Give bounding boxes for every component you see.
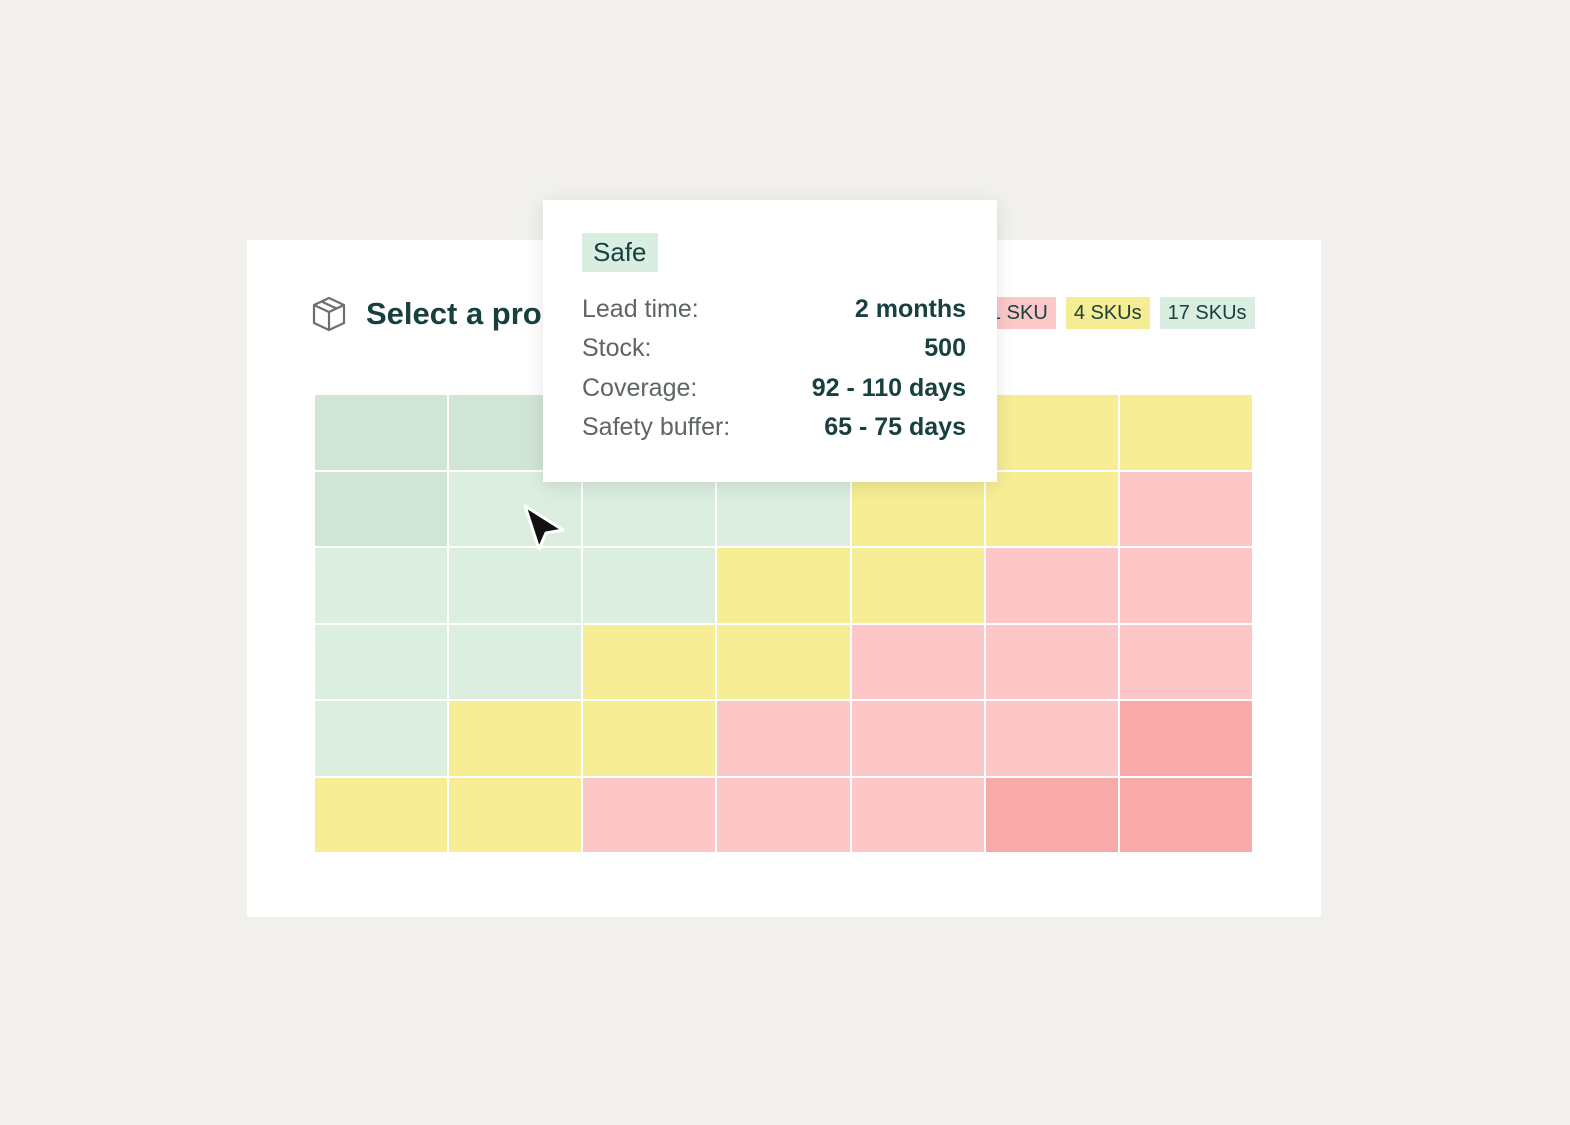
- tooltip-value: 2 months: [854, 295, 966, 323]
- heatmap-cell[interactable]: [1119, 701, 1252, 776]
- heatmap-cell[interactable]: [449, 777, 582, 852]
- mouse-pointer-icon: [520, 503, 568, 559]
- heatmap-cell[interactable]: [315, 548, 448, 623]
- heatmap-cell[interactable]: [1119, 777, 1252, 852]
- heatmap-cell[interactable]: [315, 624, 448, 699]
- heatmap-cell[interactable]: [1119, 624, 1252, 699]
- heatmap-cell[interactable]: [717, 471, 850, 546]
- page-title: Select a proc: [366, 296, 559, 331]
- cell-tooltip: Safe Lead time: 2 months Stock: 500 Cove…: [543, 200, 997, 482]
- legend-badge-4-skus: 4 SKUs: [1065, 297, 1150, 329]
- heatmap-cell[interactable]: [851, 548, 984, 623]
- tooltip-row-coverage: Coverage: 92 - 110 days: [582, 373, 966, 403]
- tooltip-value: 92 - 110 days: [811, 374, 966, 402]
- card-header: Select a proc: [310, 294, 559, 334]
- tooltip-row-lead-time: Lead time: 2 months: [582, 294, 966, 324]
- tooltip-value: 500: [924, 334, 966, 362]
- heatmap-cell[interactable]: [449, 548, 582, 623]
- tooltip-label: Coverage:: [582, 374, 698, 402]
- heatmap-cell[interactable]: [851, 624, 984, 699]
- heatmap-cell[interactable]: [717, 777, 850, 852]
- legend: 1 SKU 4 SKUs 17 SKUs: [982, 297, 1255, 329]
- heatmap-cell[interactable]: [315, 777, 448, 852]
- heatmap-cell[interactable]: [985, 471, 1118, 546]
- heatmap-cell[interactable]: [717, 624, 850, 699]
- heatmap-cell[interactable]: [717, 701, 850, 776]
- tooltip-row-stock: Stock: 500: [582, 333, 966, 363]
- heatmap-cell[interactable]: [985, 548, 1118, 623]
- heatmap-cell[interactable]: [583, 624, 716, 699]
- heatmap-cell[interactable]: [583, 701, 716, 776]
- heatmap-cell[interactable]: [449, 471, 582, 546]
- heatmap-cell[interactable]: [583, 471, 716, 546]
- tooltip-label: Lead time:: [582, 295, 699, 323]
- tooltip-value: 65 - 75 days: [824, 413, 966, 441]
- heatmap-cell[interactable]: [449, 624, 582, 699]
- heatmap-cell[interactable]: [1119, 471, 1252, 546]
- heatmap-cell[interactable]: [449, 701, 582, 776]
- heatmap-cell[interactable]: [583, 548, 716, 623]
- tooltip-label: Stock:: [582, 334, 652, 362]
- heatmap-cell[interactable]: [851, 701, 984, 776]
- heatmap-cell[interactable]: [315, 701, 448, 776]
- heatmap-cell[interactable]: [851, 471, 984, 546]
- heatmap-cell[interactable]: [1119, 395, 1252, 470]
- tooltip-row-safety-buffer: Safety buffer: 65 - 75 days: [582, 412, 966, 442]
- heatmap-cell[interactable]: [985, 777, 1118, 852]
- heatmap-cell[interactable]: [985, 395, 1118, 470]
- heatmap-cell[interactable]: [851, 777, 984, 852]
- heatmap-cell[interactable]: [315, 395, 448, 470]
- legend-badge-17-skus: 17 SKUs: [1159, 297, 1255, 329]
- package-box-icon: [310, 295, 348, 333]
- heatmap-cell[interactable]: [717, 548, 850, 623]
- heatmap-cell[interactable]: [985, 624, 1118, 699]
- heatmap-cell[interactable]: [315, 471, 448, 546]
- heatmap-cell[interactable]: [583, 777, 716, 852]
- heatmap-cell[interactable]: [1119, 548, 1252, 623]
- tooltip-label: Safety buffer:: [582, 413, 731, 441]
- heatmap-cell[interactable]: [985, 701, 1118, 776]
- status-badge: Safe: [582, 233, 658, 272]
